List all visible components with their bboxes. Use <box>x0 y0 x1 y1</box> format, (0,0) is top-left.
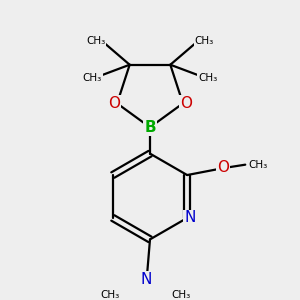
Text: CH₃: CH₃ <box>248 160 267 170</box>
Text: CH₃: CH₃ <box>83 73 102 83</box>
Text: CH₃: CH₃ <box>194 36 214 46</box>
Text: CH₃: CH₃ <box>100 290 120 300</box>
Text: CH₃: CH₃ <box>198 73 217 83</box>
Text: N: N <box>141 272 152 287</box>
Text: O: O <box>108 96 120 111</box>
Text: CH₃: CH₃ <box>86 36 106 46</box>
Text: O: O <box>217 160 229 175</box>
Text: CH₃: CH₃ <box>171 290 191 300</box>
Text: O: O <box>180 96 192 111</box>
Text: N: N <box>184 210 196 225</box>
Text: B: B <box>144 120 156 135</box>
